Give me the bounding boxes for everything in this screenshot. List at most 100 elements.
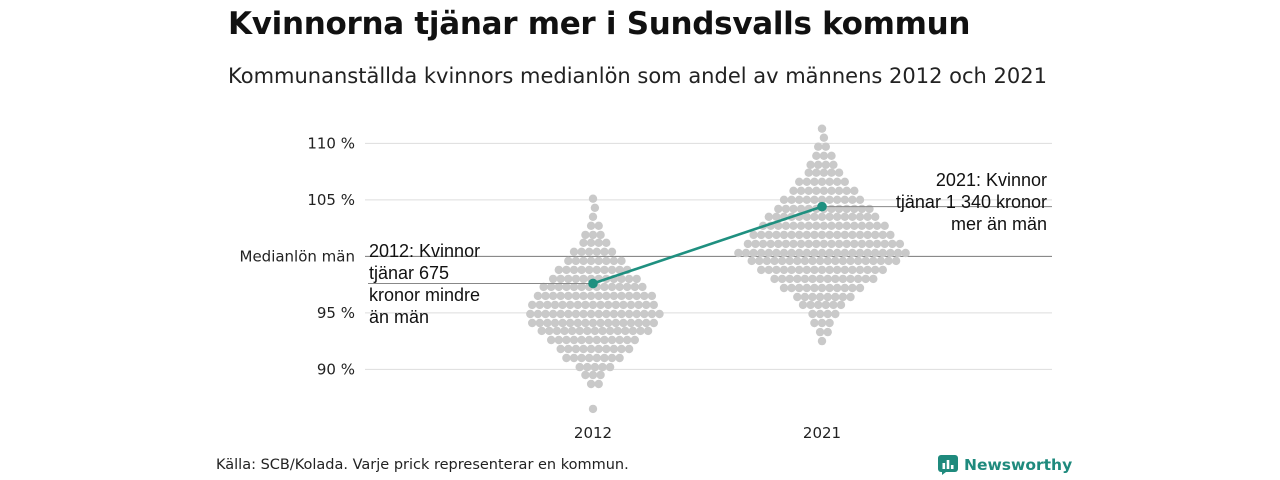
municipality-dot	[861, 274, 870, 284]
municipality-dot	[884, 256, 893, 266]
municipality-dot	[583, 326, 592, 336]
municipality-dot	[810, 265, 819, 275]
municipality-dot	[817, 265, 827, 275]
municipality-dot	[628, 326, 638, 336]
municipality-dot	[861, 256, 870, 266]
municipality-dot	[577, 265, 586, 275]
municipality-dot	[810, 195, 819, 204]
municipality-dot	[602, 309, 611, 319]
municipality-dot	[787, 265, 796, 275]
municipality-dot	[817, 177, 827, 186]
municipality-dot	[840, 230, 849, 240]
municipality-dot	[833, 195, 842, 204]
municipality-dot	[781, 239, 791, 249]
municipality-dot	[550, 318, 560, 328]
municipality-dot	[607, 247, 617, 256]
municipality-dot	[823, 256, 832, 266]
municipality-dot	[819, 186, 829, 195]
municipality-dot	[564, 309, 573, 319]
municipality-dot	[643, 326, 653, 336]
municipality-dot	[819, 239, 829, 249]
municipality-dot	[848, 248, 857, 258]
municipality-dot	[543, 300, 552, 310]
municipality-dot	[630, 282, 639, 292]
municipality-dot	[556, 291, 565, 301]
municipality-dot	[863, 248, 872, 258]
municipality-dot	[588, 318, 598, 328]
municipality-dot	[632, 274, 641, 284]
municipality-dot	[829, 160, 838, 169]
municipality-dot	[795, 265, 804, 275]
municipality-dot	[804, 168, 813, 177]
municipality-dot	[757, 265, 766, 275]
municipality-dot	[810, 318, 819, 328]
municipality-dot	[617, 274, 626, 284]
highlight-point	[588, 278, 598, 289]
municipality-dot	[548, 291, 558, 301]
municipality-dot	[804, 239, 813, 249]
municipality-dot	[649, 318, 658, 328]
municipality-dot	[825, 230, 834, 240]
municipality-dot	[869, 256, 878, 266]
municipality-dot	[825, 212, 834, 221]
municipality-dot	[833, 177, 842, 186]
municipality-dot	[556, 309, 565, 319]
municipality-dot	[571, 344, 581, 354]
municipality-dot	[865, 204, 874, 214]
municipality-dot	[734, 248, 743, 258]
municipality-dot	[562, 282, 571, 292]
municipality-dot	[810, 177, 819, 186]
municipality-dot	[806, 160, 815, 169]
municipality-dot	[823, 292, 832, 302]
municipality-dot	[537, 326, 546, 336]
municipality-dot	[834, 168, 844, 177]
municipality-dot	[585, 247, 594, 256]
municipality-dot	[836, 300, 846, 310]
municipality-dot	[842, 239, 851, 249]
municipality-dot	[624, 344, 634, 354]
municipality-dot	[840, 248, 849, 258]
municipality-dot	[640, 309, 649, 319]
municipality-dot	[795, 195, 804, 204]
municipality-dot	[796, 221, 806, 230]
municipality-dot	[615, 282, 624, 292]
municipality-dot	[817, 124, 827, 133]
municipality-dot	[571, 309, 581, 319]
municipality-dot	[842, 221, 851, 230]
municipality-dot	[829, 300, 838, 310]
municipality-dot	[564, 291, 573, 301]
municipality-dot	[785, 274, 794, 284]
municipality-dot	[831, 274, 840, 284]
municipality-dot	[617, 291, 626, 301]
municipality-dot	[876, 256, 886, 266]
annotation-text: 2021: Kvinnor	[936, 170, 1047, 190]
municipality-dot	[579, 291, 588, 301]
brand-logo[interactable]: Newsworthy	[938, 455, 1072, 475]
municipality-dot	[842, 186, 851, 195]
y-tick-label: 90 %	[317, 360, 355, 378]
municipality-dot	[569, 353, 579, 363]
municipality-dot	[617, 309, 626, 319]
municipality-dot	[548, 309, 558, 319]
municipality-dot	[848, 283, 857, 293]
municipality-dot	[878, 248, 887, 258]
municipality-dot	[545, 326, 554, 336]
municipality-dot	[855, 230, 865, 240]
municipality-dot	[789, 221, 798, 230]
municipality-dot	[566, 300, 575, 310]
municipality-dot	[772, 212, 781, 221]
municipality-dot	[638, 282, 647, 292]
municipality-dot	[615, 335, 624, 345]
municipality-dot	[857, 239, 867, 249]
y-tick-label: 105 %	[307, 191, 355, 209]
municipality-dot	[863, 230, 872, 240]
municipality-dot	[880, 239, 889, 249]
municipality-dot	[615, 265, 624, 275]
municipality-dot	[838, 292, 848, 302]
municipality-dot	[636, 326, 645, 336]
municipality-dot	[802, 177, 811, 186]
municipality-dot	[609, 291, 619, 301]
municipality-dot	[802, 248, 811, 258]
municipality-dot	[585, 335, 594, 345]
